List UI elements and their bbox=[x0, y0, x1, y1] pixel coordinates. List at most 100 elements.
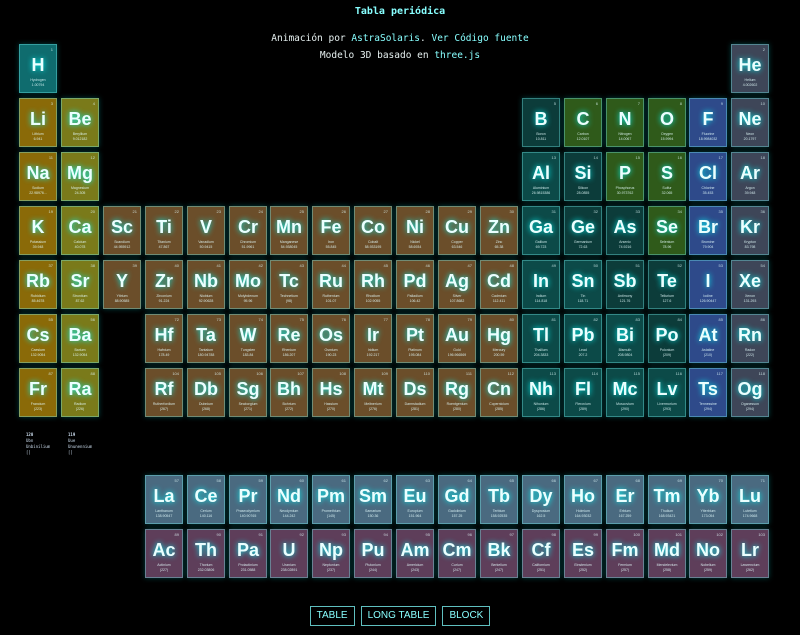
element-tile-hs[interactable]: 108 Hs Hassium (270) bbox=[312, 368, 350, 417]
element-tile-al[interactable]: 13 Al Aluminium 26.9815386 bbox=[522, 152, 560, 201]
element-tile-te[interactable]: 52 Te Tellurium 127.6 bbox=[648, 260, 686, 309]
element-tile-o[interactable]: 8 O Oxygen 15.9994 bbox=[648, 98, 686, 147]
threejs-link[interactable]: three.js bbox=[434, 50, 481, 61]
element-tile-eu[interactable]: 63 Eu Europium 151.964 bbox=[396, 475, 434, 524]
element-tile-er[interactable]: 68 Er Erbium 167.259 bbox=[606, 475, 644, 524]
element-tile-rg[interactable]: 111 Rg Roentgenium (280) bbox=[438, 368, 476, 417]
element-tile-si[interactable]: 14 Si Silicon 28.0855 bbox=[564, 152, 602, 201]
element-tile-ti[interactable]: 22 Ti Titanium 47.867 bbox=[145, 206, 183, 255]
element-tile-in[interactable]: 49 In Indium 114.818 bbox=[522, 260, 560, 309]
element-tile-ir[interactable]: 77 Ir Iridium 192.217 bbox=[354, 314, 392, 363]
element-tile-y[interactable]: 39 Y Yttrium 88.90585 bbox=[103, 260, 141, 309]
element-tile-ca[interactable]: 20 Ca Calcium 40.078 bbox=[61, 206, 99, 255]
element-tile-rh[interactable]: 45 Rh Rhodium 102.9055 bbox=[354, 260, 392, 309]
element-tile-cl[interactable]: 17 Cl Chlorine 35.453 bbox=[689, 152, 727, 201]
element-tile-mo[interactable]: 42 Mo Molybdenum 95.96 bbox=[229, 260, 267, 309]
element-tile-sc[interactable]: 21 Sc Scandium 44.955912 bbox=[103, 206, 141, 255]
element-tile-ru[interactable]: 44 Ru Ruthenium 101.07 bbox=[312, 260, 350, 309]
element-tile-no[interactable]: 102 No Nobelium (259) bbox=[689, 529, 727, 578]
block-button[interactable]: BLOCK bbox=[442, 606, 491, 626]
element-tile-sm[interactable]: 62 Sm Samarium 150.36 bbox=[354, 475, 392, 524]
element-tile-v[interactable]: 23 V Vanadium 50.9415 bbox=[187, 206, 225, 255]
element-tile-nb[interactable]: 41 Nb Niobium 92.90628 bbox=[187, 260, 225, 309]
element-tile-xe[interactable]: 54 Xe Xenon 131.293 bbox=[731, 260, 769, 309]
element-tile-hf[interactable]: 72 Hf Hafnium 178.49 bbox=[145, 314, 183, 363]
element-tile-cm[interactable]: 96 Cm Curium (247) bbox=[438, 529, 476, 578]
element-tile-th[interactable]: 90 Th Thorium 232.03806 bbox=[187, 529, 225, 578]
element-tile-u[interactable]: 92 U Uranium 238.02891 bbox=[270, 529, 308, 578]
element-tile-md[interactable]: 101 Md Mendelevium (258) bbox=[648, 529, 686, 578]
element-tile-mc[interactable]: 115 Mc Moscovium (290) bbox=[606, 368, 644, 417]
element-tile-lr[interactable]: 103 Lr Lawrencium (262) bbox=[731, 529, 769, 578]
element-tile-ba[interactable]: 56 Ba Barium 132.9054 bbox=[61, 314, 99, 363]
element-tile-s[interactable]: 16 S Sulfur 32.065 bbox=[648, 152, 686, 201]
element-tile-db[interactable]: 105 Db Dubnium (268) bbox=[187, 368, 225, 417]
element-tile-sb[interactable]: 51 Sb Antimony 121.76 bbox=[606, 260, 644, 309]
element-tile-br[interactable]: 35 Br Bromine 79.904 bbox=[689, 206, 727, 255]
element-tile-pa[interactable]: 91 Pa Protactinium 231.0588 bbox=[229, 529, 267, 578]
element-tile-i[interactable]: 53 I Iodine 126.90447 bbox=[689, 260, 727, 309]
element-tile-cr[interactable]: 24 Cr Chromium 51.9961 bbox=[229, 206, 267, 255]
element-tile-ce[interactable]: 58 Ce Cerium 140.116 bbox=[187, 475, 225, 524]
element-tile-la[interactable]: 57 La Lanthanum 138.90547 bbox=[145, 475, 183, 524]
element-tile-fl[interactable]: 114 Fl Flerovium (289) bbox=[564, 368, 602, 417]
element-tile-tl[interactable]: 81 Tl Thallium 204.3833 bbox=[522, 314, 560, 363]
element-tile-nd[interactable]: 60 Nd Neodymium 144.242 bbox=[270, 475, 308, 524]
element-tile-au[interactable]: 79 Au Gold 196.966569 bbox=[438, 314, 476, 363]
element-tile-es[interactable]: 99 Es Einstenium (252) bbox=[564, 529, 602, 578]
element-tile-kr[interactable]: 36 Kr Krypton 83.798 bbox=[731, 206, 769, 255]
element-tile-sr[interactable]: 38 Sr Strontium 87.62 bbox=[61, 260, 99, 309]
element-tile-tm[interactable]: 69 Tm Thulium 168.93421 bbox=[648, 475, 686, 524]
element-tile-cd[interactable]: 48 Cd Cadmium 112.411 bbox=[480, 260, 518, 309]
element-tile-he[interactable]: 2 He Helium 4.002602 bbox=[731, 44, 769, 93]
element-tile-h[interactable]: 1 H Hydrogen 1.00794 bbox=[19, 44, 57, 93]
source-link[interactable]: Ver Código fuente bbox=[431, 33, 529, 44]
element-tile-rn[interactable]: 86 Rn Radon (222) bbox=[731, 314, 769, 363]
element-tile-co[interactable]: 27 Co Cobalt 58.933195 bbox=[354, 206, 392, 255]
element-tile-se[interactable]: 34 Se Selenium 78.96 bbox=[648, 206, 686, 255]
element-tile-tb[interactable]: 65 Tb Terbium 158.92535 bbox=[480, 475, 518, 524]
element-tile-k[interactable]: 19 K Potassium 39.948 bbox=[19, 206, 57, 255]
element-tile-sn[interactable]: 50 Sn Tin 118.71 bbox=[564, 260, 602, 309]
element-tile-pt[interactable]: 78 Pt Platinum 195.084 bbox=[396, 314, 434, 363]
element-tile-bi[interactable]: 83 Bi Bismuth 208.9804 bbox=[606, 314, 644, 363]
element-tile-hg[interactable]: 80 Hg Mercury 200.59 bbox=[480, 314, 518, 363]
element-tile-fr[interactable]: 87 Fr Francium (223) bbox=[19, 368, 57, 417]
author-link[interactable]: AstraSolaris bbox=[351, 33, 421, 44]
element-tile-mt[interactable]: 109 Mt Meitnerium (276) bbox=[354, 368, 392, 417]
element-tile-ho[interactable]: 67 Ho Holmium 164.93032 bbox=[564, 475, 602, 524]
element-tile-cu[interactable]: 29 Cu Copper 63.546 bbox=[438, 206, 476, 255]
element-tile-ta[interactable]: 73 Ta Tantalum 180.94788 bbox=[187, 314, 225, 363]
element-tile-ge[interactable]: 32 Ge Germanium 72.63 bbox=[564, 206, 602, 255]
element-tile-pu[interactable]: 94 Pu Plutonium (244) bbox=[354, 529, 392, 578]
element-tile-po[interactable]: 84 Po Polonium (209) bbox=[648, 314, 686, 363]
element-tile-fe[interactable]: 26 Fe Iron 55.845 bbox=[312, 206, 350, 255]
element-tile-lv[interactable]: 116 Lv Livermorium (293) bbox=[648, 368, 686, 417]
table-button[interactable]: TABLE bbox=[309, 606, 355, 626]
element-tile-cf[interactable]: 98 Cf Californium (251) bbox=[522, 529, 560, 578]
element-tile-w[interactable]: 74 W Tungsten 183.84 bbox=[229, 314, 267, 363]
element-tile-sg[interactable]: 106 Sg Seaborgium (271) bbox=[229, 368, 267, 417]
element-tile-na[interactable]: 11 Na Sodium 22.98976... bbox=[19, 152, 57, 201]
element-tile-bh[interactable]: 107 Bh Bohrium (272) bbox=[270, 368, 308, 417]
element-tile-b[interactable]: 5 B Boron 10.811 bbox=[522, 98, 560, 147]
element-tile-zr[interactable]: 40 Zr Zirconium 91.224 bbox=[145, 260, 183, 309]
element-tile-mg[interactable]: 12 Mg Magnesium 24.305 bbox=[61, 152, 99, 201]
long-table-button[interactable]: LONG TABLE bbox=[360, 606, 437, 626]
element-tile-mn[interactable]: 25 Mn Manganese 54.938045 bbox=[270, 206, 308, 255]
element-tile-ds[interactable]: 110 Ds Darmstadium (281) bbox=[396, 368, 434, 417]
element-tile-fm[interactable]: 100 Fm Fermium (257) bbox=[606, 529, 644, 578]
element-tile-os[interactable]: 76 Os Osmium 190.23 bbox=[312, 314, 350, 363]
element-tile-re[interactable]: 75 Re Rhenium 186.207 bbox=[270, 314, 308, 363]
element-tile-cs[interactable]: 55 Cs Caesium 132.9054 bbox=[19, 314, 57, 363]
element-tile-pr[interactable]: 59 Pr Praseodymium 140.90765 bbox=[229, 475, 267, 524]
element-tile-be[interactable]: 4 Be Beryllium 9.012182 bbox=[61, 98, 99, 147]
element-tile-pd[interactable]: 46 Pd Palladium 106.42 bbox=[396, 260, 434, 309]
element-tile-zn[interactable]: 30 Zn Zinc 65.38 bbox=[480, 206, 518, 255]
element-tile-tc[interactable]: 43 Tc Technetium (98) bbox=[270, 260, 308, 309]
element-tile-lu[interactable]: 71 Lu Lutetium 174.9668 bbox=[731, 475, 769, 524]
element-tile-rf[interactable]: 104 Rf Rutherfordium (267) bbox=[145, 368, 183, 417]
element-tile-og[interactable]: 118 Og Oganesson (294) bbox=[731, 368, 769, 417]
element-tile-dy[interactable]: 66 Dy Dysprosium 162.5 bbox=[522, 475, 560, 524]
element-tile-am[interactable]: 95 Am Americium (243) bbox=[396, 529, 434, 578]
